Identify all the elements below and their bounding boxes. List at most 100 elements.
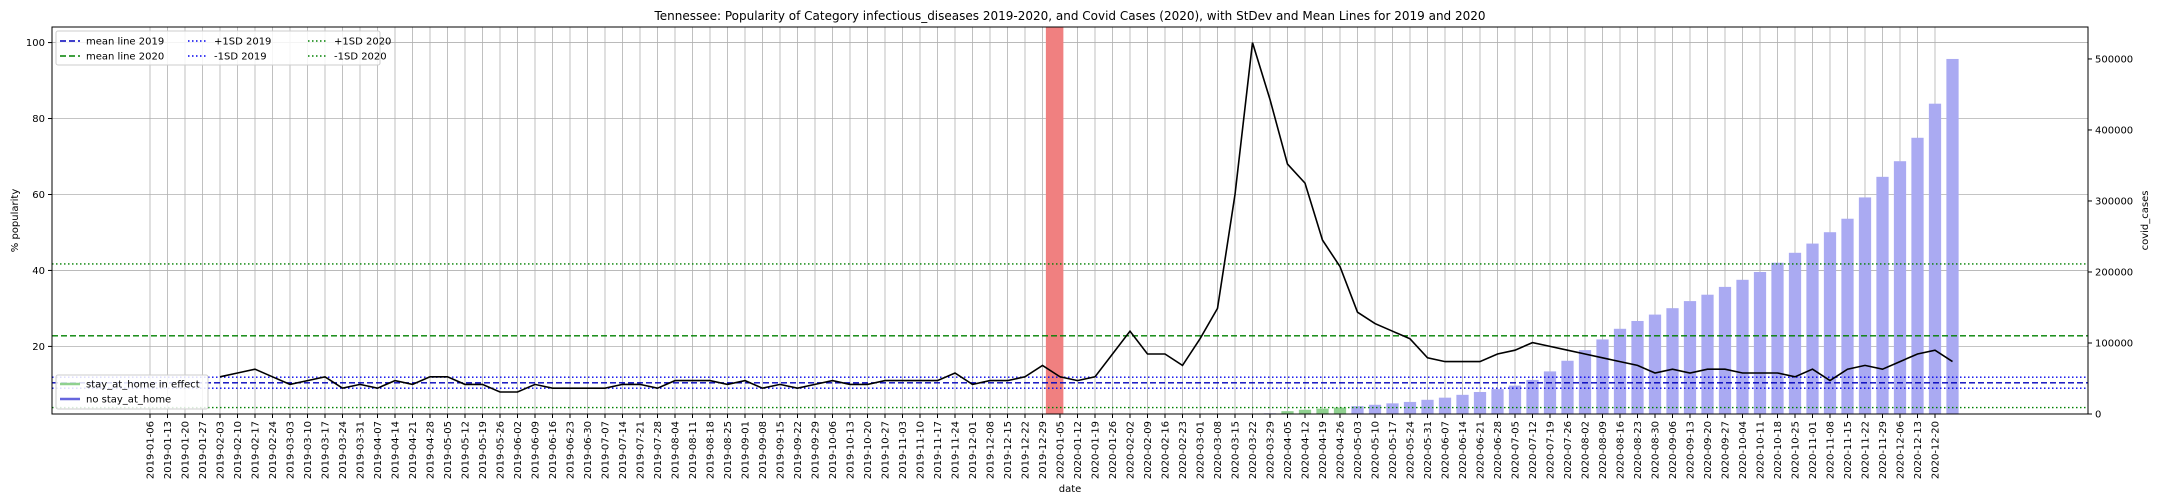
- y2-tick-label: 300000: [2095, 196, 2133, 207]
- x-tick-label: 2020-02-09: [1143, 421, 1154, 479]
- x-tick-label: 2019-08-11: [688, 421, 699, 479]
- x-tick-label: 2019-01-27: [198, 421, 209, 479]
- x-tick-label: 2019-12-22: [1021, 421, 1032, 479]
- highlight-band: [1045, 27, 1064, 414]
- covid-bar: [1841, 218, 1854, 414]
- x-tick-label: 2020-04-19: [1318, 421, 1329, 479]
- y-axis-label: % popularity: [10, 189, 21, 253]
- x-tick-label: 2019-12-15: [1003, 421, 1014, 479]
- x-tick-label: 2019-12-29: [1038, 421, 1049, 479]
- covid-bar: [1316, 408, 1329, 414]
- x-tick-label: 2019-05-19: [478, 421, 489, 479]
- x-tick-label: 2019-11-24: [951, 421, 962, 479]
- reference-lines: [52, 263, 2088, 409]
- x-tick-label: 2019-01-20: [181, 421, 192, 479]
- x-tick-label: 2020-05-03: [1353, 421, 1364, 479]
- y2-tick-label: 400000: [2095, 125, 2133, 136]
- x-tick-label: 2020-08-09: [1598, 421, 1609, 479]
- x-tick-label: 2020-01-05: [1056, 421, 1067, 479]
- x-tick-label: 2020-01-19: [1091, 421, 1102, 479]
- legend-bottom-frame: [55, 374, 209, 410]
- legend-label: +1SD 2019: [214, 37, 271, 48]
- covid-bar: [1281, 411, 1294, 414]
- x-tick-label: 2019-03-10: [303, 421, 314, 479]
- x-tick-label: 2020-03-15: [1231, 421, 1242, 479]
- covid-bar: [1438, 397, 1452, 414]
- x-tick-label: 2019-10-20: [863, 421, 874, 479]
- y-tick-label: 60: [32, 190, 45, 201]
- legend-label: no stay_at_home: [86, 395, 171, 406]
- x-tick-label: 2020-01-12: [1073, 421, 1084, 479]
- x-tick-label: 2019-06-09: [531, 421, 542, 479]
- x-tick-label: 2020-07-05: [1511, 421, 1522, 479]
- covid-bar: [1823, 232, 1837, 414]
- x-tick-label: 2019-06-16: [548, 421, 559, 479]
- x-tick-label: 2019-10-06: [828, 421, 839, 479]
- x-tick-label: 2020-11-08: [1826, 421, 1837, 479]
- x-tick-label: 2019-12-01: [968, 421, 979, 479]
- covid-bar: [1386, 403, 1399, 414]
- covid-bar: [1718, 286, 1732, 414]
- x-tick-label: 2020-03-08: [1213, 421, 1224, 479]
- x-tick-label: 2019-01-13: [163, 421, 174, 479]
- x-axis-label: date: [1059, 484, 1082, 495]
- x-tick-label: 2020-09-20: [1703, 421, 1714, 479]
- x-tick-label: 2019-11-03: [898, 421, 909, 479]
- x-tick-label: 2020-07-12: [1528, 421, 1539, 479]
- covid-bar: [1648, 314, 1662, 414]
- popularity-line: [219, 42, 1953, 393]
- x-tick-label: 2020-02-16: [1161, 421, 1172, 479]
- x-tick-label: 2020-05-24: [1406, 421, 1417, 479]
- covid-bar: [1946, 58, 1959, 414]
- x-tick-label: 2020-11-22: [1861, 421, 1872, 479]
- covid-bar: [1298, 409, 1312, 414]
- x-tick-label: 2019-08-04: [671, 421, 682, 479]
- covid-bar: [1403, 401, 1417, 414]
- x-tick-label: 2020-09-06: [1668, 421, 1679, 479]
- x-tick-label: 2020-11-01: [1808, 421, 1819, 479]
- covid-bar: [1701, 294, 1714, 414]
- legend-label: +1SD 2020: [334, 37, 391, 48]
- y-tick-label: 80: [32, 114, 45, 125]
- x-tick-label: 2019-03-03: [286, 421, 297, 479]
- x-tick-label: 2020-11-15: [1843, 421, 1854, 479]
- x-tick-label: 2019-03-31: [356, 421, 367, 479]
- covid-bar: [1473, 391, 1487, 414]
- x-tick-label: 2019-06-02: [513, 421, 524, 479]
- x-tick-label: 2020-03-01: [1196, 421, 1207, 479]
- x-tick-label: 2019-08-18: [706, 421, 717, 479]
- x-tick-label: 2020-01-26: [1108, 421, 1119, 479]
- y2-axis-label: covid_cases: [2140, 191, 2151, 251]
- y2-tick-label: 0: [2095, 410, 2101, 421]
- x-tick-label: 2020-06-21: [1476, 421, 1487, 479]
- x-tick-label: 2020-05-31: [1423, 421, 1434, 479]
- covid-bar: [1491, 389, 1504, 414]
- x-tick-label: 2020-03-29: [1266, 421, 1277, 479]
- x-tick-label: 2020-02-02: [1126, 421, 1137, 479]
- x-tick-label: 2020-03-22: [1248, 421, 1259, 479]
- x-tick-label: 2019-09-08: [758, 421, 769, 479]
- x-tick-label: 2019-02-17: [251, 421, 262, 479]
- covid-bar: [1613, 328, 1627, 414]
- covid-bar: [1421, 399, 1434, 414]
- y-tick-label: 100: [26, 38, 45, 49]
- covid-bar: [1893, 161, 1907, 414]
- x-tick-label: 2019-06-30: [583, 421, 594, 479]
- x-tick-label: 2020-08-02: [1581, 421, 1592, 479]
- popularity-series-line: [219, 42, 1953, 393]
- x-tick-label: 2019-04-28: [426, 421, 437, 479]
- x-tick-label: 2020-10-25: [1791, 421, 1802, 479]
- x-tick-label: 2020-05-10: [1371, 421, 1382, 479]
- covid-bar: [1928, 103, 1942, 414]
- x-tick-label: 2020-06-07: [1441, 421, 1452, 479]
- covid-bar: [1736, 279, 1749, 414]
- y2-tick-label: 200000: [2095, 267, 2133, 278]
- x-tick-label: 2019-09-15: [776, 421, 787, 479]
- grid: [52, 27, 2088, 414]
- x-tick-label: 2019-04-07: [373, 421, 384, 479]
- x-tick-label: 2020-09-27: [1721, 421, 1732, 479]
- x-tick-label: 2019-02-24: [268, 421, 279, 479]
- covid-bar: [1753, 271, 1767, 414]
- x-tick-label: 2019-09-29: [811, 421, 822, 479]
